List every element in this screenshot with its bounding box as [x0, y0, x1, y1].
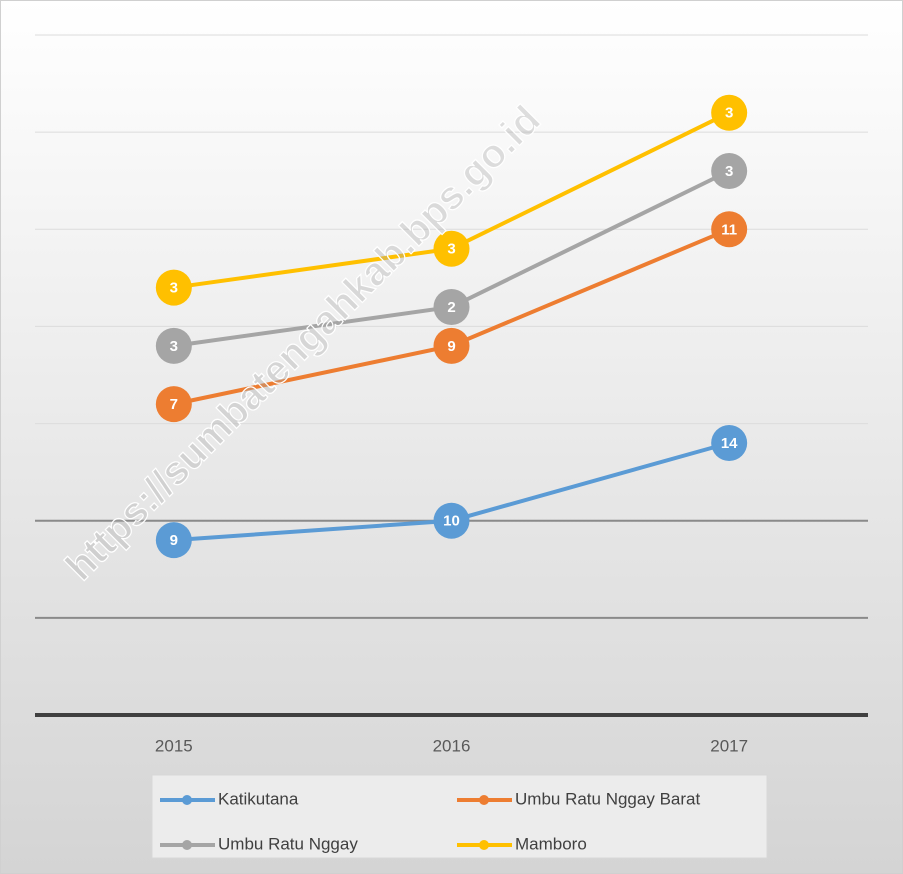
- marker: [155, 386, 192, 423]
- marker: [711, 425, 748, 461]
- legend-label: Mamboro: [515, 834, 587, 853]
- data-label: 9: [447, 338, 455, 355]
- x-tick-label: 2015: [155, 736, 193, 755]
- data-label: 10: [443, 513, 460, 530]
- marker: [433, 230, 470, 267]
- data-label: 3: [170, 338, 178, 355]
- legend-marker: [479, 840, 489, 850]
- marker: [711, 94, 748, 131]
- legend-label: Umbu Ratu Nggay: [218, 834, 358, 853]
- data-label: 3: [170, 280, 178, 297]
- data-label: 14: [721, 435, 738, 452]
- legend-marker: [182, 795, 192, 805]
- marker: [433, 289, 470, 325]
- marker: [155, 327, 192, 364]
- data-label: 9: [170, 532, 178, 549]
- data-label: 7: [170, 396, 178, 413]
- marker: [433, 502, 470, 539]
- x-tick-label: 2017: [710, 736, 748, 755]
- marker: [155, 269, 192, 306]
- data-label: 2: [447, 299, 455, 316]
- data-label: 3: [725, 163, 733, 180]
- legend-label: Umbu Ratu Nggay Barat: [515, 789, 700, 808]
- data-label: 3: [447, 241, 455, 258]
- marker: [711, 153, 748, 189]
- marker: [433, 327, 470, 364]
- legend-marker: [479, 795, 489, 805]
- data-label: 11: [721, 221, 737, 238]
- x-tick-label: 2016: [433, 736, 471, 755]
- series-lines: 9 10 14 7 9 11 3 2 3 3 3 3: [155, 94, 748, 559]
- legend: Katikutana Umbu Ratu Nggay Barat Umbu Ratu…: [160, 789, 700, 853]
- legend-label: Katikutana: [218, 789, 299, 808]
- marker: [155, 522, 192, 559]
- marker: [711, 211, 748, 248]
- legend-marker: [182, 840, 192, 850]
- data-label: 3: [725, 105, 733, 122]
